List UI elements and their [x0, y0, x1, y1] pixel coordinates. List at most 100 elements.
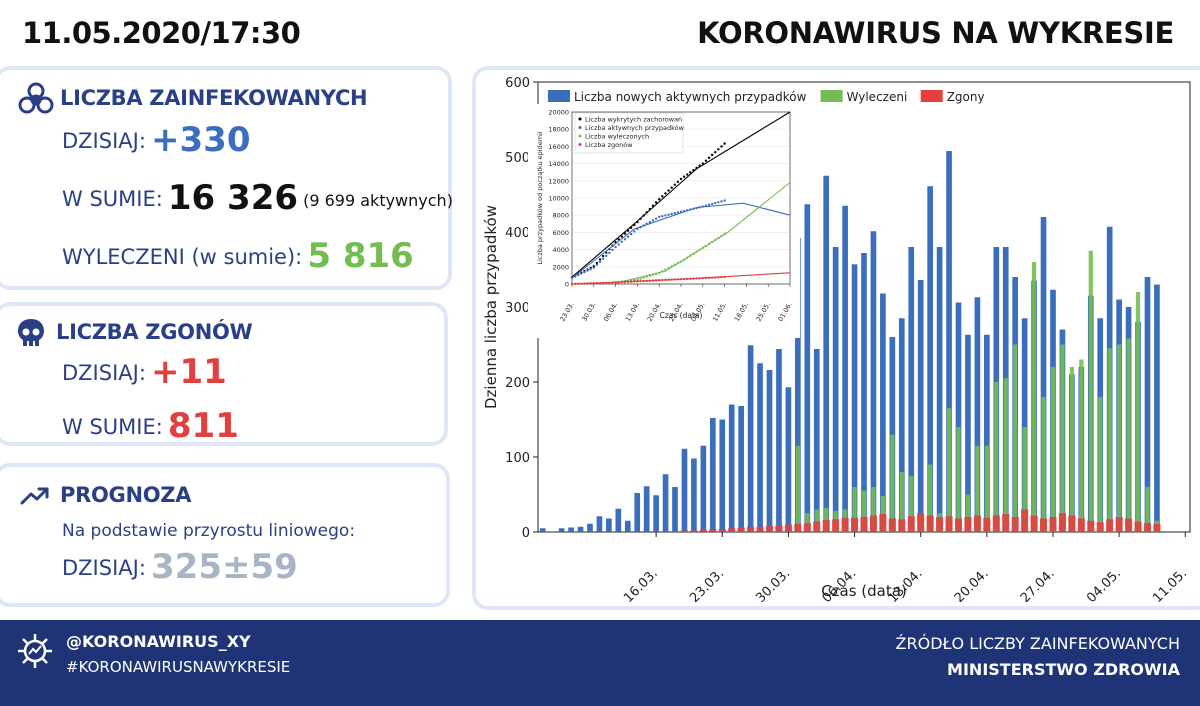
- forecast-card: PROGNOZA Na podstawie przyrostu linioweg…: [0, 463, 450, 607]
- bar-recovered: [1003, 378, 1008, 532]
- inset-data-point: [710, 276, 714, 279]
- deaths-today-row: DZISIAJ: +11: [62, 352, 227, 392]
- infected-today-row: DZISIAJ: +330: [62, 120, 250, 160]
- inset-data-point: [636, 280, 639, 283]
- inset-data-point: [676, 278, 680, 281]
- bar-active: [776, 349, 782, 532]
- inset-y-tick-label: 12000: [548, 177, 569, 185]
- bar-recovered: [814, 509, 819, 532]
- bar-recovered: [946, 408, 952, 532]
- bar-death: [851, 517, 859, 532]
- bar-recovered: [1135, 292, 1141, 532]
- bar-death: [1077, 518, 1085, 532]
- bar-recovered: [890, 434, 895, 532]
- bar-active: [1021, 318, 1028, 532]
- inset-data-point: [577, 282, 580, 285]
- bar-active: [908, 247, 915, 532]
- y-tick-label: 0: [522, 526, 530, 541]
- recovered-row: WYLECZENI (w sumie): 5 816: [62, 236, 414, 276]
- y-tick-label: 500: [505, 151, 530, 166]
- inset-legend-label: Liczba wyleczonych: [585, 133, 649, 141]
- footer-source-label: ŹRÓDŁO LICZBY ZAINFEKOWANYCH: [895, 634, 1180, 653]
- bar-active: [728, 404, 735, 532]
- inset-data-point: [673, 183, 676, 186]
- bar-active: [719, 419, 726, 532]
- infected-total-label: W SUMIE:: [62, 187, 163, 211]
- bar-active: [624, 520, 631, 532]
- bar-death: [1030, 515, 1038, 532]
- bar-recovered: [805, 513, 810, 532]
- bar-death: [945, 516, 953, 532]
- bar-death: [803, 523, 811, 532]
- forecast-subtitle: Na podstawie przyrostu liniowego:: [62, 521, 356, 541]
- recovered-label: WYLECZENI (w sumie):: [62, 245, 303, 269]
- deaths-total-value: 811: [167, 406, 239, 446]
- inset-data-point: [689, 171, 692, 174]
- x-tick-label: 30.03.: [753, 566, 793, 602]
- x-tick-label: 23.03.: [687, 566, 727, 602]
- inset-data-point: [595, 263, 599, 266]
- bar-active: [842, 205, 848, 532]
- inset-data-point: [698, 277, 701, 280]
- inset-data-point: [629, 226, 633, 230]
- x-tick-label: 20.04.: [952, 566, 992, 602]
- bar-active: [832, 247, 839, 532]
- bar-active: [539, 528, 546, 532]
- forecast-today-label: DZISIAJ:: [62, 556, 146, 580]
- forecast-today-value: 325±59: [151, 547, 298, 587]
- x-axis-title: Czas (data): [821, 582, 907, 600]
- bar-active: [804, 204, 811, 532]
- inset-data-point: [692, 252, 695, 255]
- bar-recovered: [1060, 344, 1065, 532]
- bar-recovered: [1069, 367, 1075, 532]
- inset-data-point: [583, 282, 586, 285]
- footer-hashtag: #KORONAWIRUSNAWYKRESIE: [66, 658, 291, 676]
- inset-data-point: [651, 204, 655, 207]
- inset-data-point: [586, 282, 589, 285]
- bar-active: [785, 387, 792, 532]
- bar-active: [1154, 284, 1160, 532]
- bar-death: [718, 529, 726, 532]
- inset-data-point: [639, 277, 642, 280]
- inset-data-point: [642, 279, 645, 283]
- biohazard-icon: [18, 82, 54, 114]
- y-tick-label: 100: [505, 451, 530, 466]
- bar-death: [1021, 509, 1029, 532]
- y-axis-title: Dzienna liczba przypadków: [482, 205, 500, 409]
- inset-y-tick-label: 14000: [548, 160, 569, 168]
- bar-active: [861, 253, 867, 532]
- y-tick-label: 300: [505, 301, 530, 316]
- inset-data-point: [623, 280, 627, 284]
- bar-recovered: [956, 427, 961, 532]
- bar-recovered: [795, 445, 800, 532]
- inset-data-point: [589, 267, 592, 271]
- bar-death: [888, 518, 896, 532]
- inset-data-point: [573, 282, 577, 286]
- inset-data-point: [661, 278, 664, 282]
- bar-death: [1049, 517, 1057, 532]
- bar-active: [974, 297, 981, 532]
- inset-data-point: [601, 281, 605, 285]
- inset-data-point: [679, 177, 683, 181]
- bar-death: [1039, 518, 1048, 532]
- bar-active: [577, 526, 584, 532]
- inset-data-point: [623, 232, 627, 235]
- virus-icon: [18, 634, 52, 668]
- inset-legend-marker: [578, 117, 582, 121]
- bar-active: [587, 523, 593, 532]
- bar-active: [709, 418, 716, 532]
- inset-legend-marker: [578, 126, 582, 129]
- inset-y-tick-label: 8000: [552, 212, 569, 220]
- deaths-today-value: +11: [151, 352, 227, 392]
- legend-item-active-swatch: [548, 90, 570, 102]
- bar-death: [652, 531, 660, 532]
- bar-death: [860, 517, 868, 532]
- infected-active-note: (9 699 aktywnych): [303, 191, 453, 210]
- x-tick-label: 11.05.: [1150, 566, 1190, 602]
- inset-data-point: [667, 266, 670, 270]
- inset-data-point: [614, 245, 617, 249]
- inset-data-point: [704, 244, 708, 248]
- bar-recovered: [1098, 397, 1103, 532]
- bar-death: [1068, 515, 1076, 532]
- bar-death: [690, 530, 698, 532]
